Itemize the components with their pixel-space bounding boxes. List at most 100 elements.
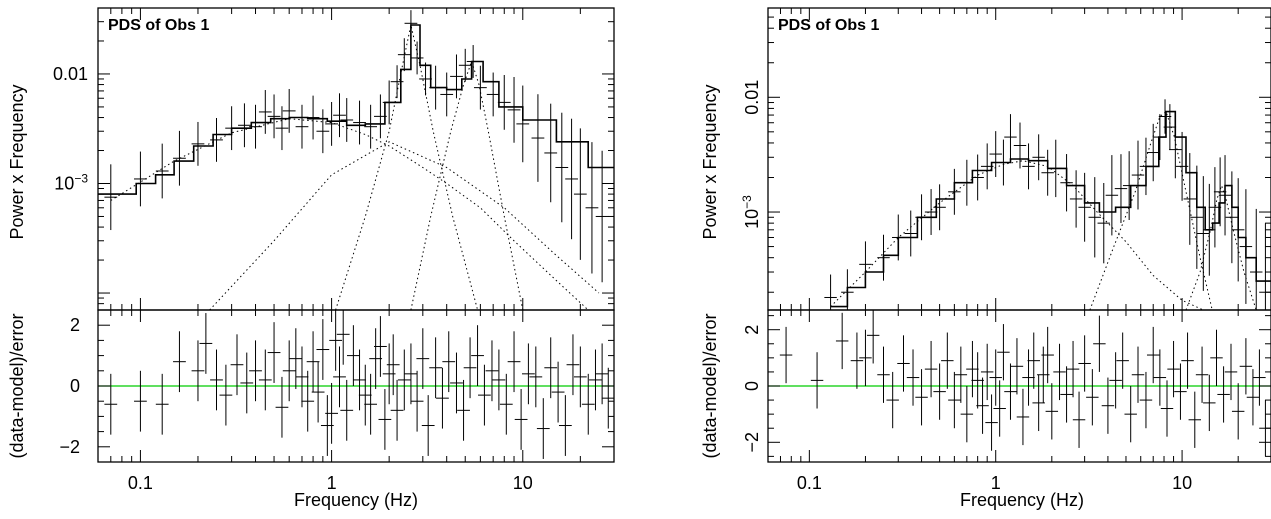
right-data-point-24 <box>1078 172 1091 242</box>
right-data-point-33 <box>1153 114 1167 161</box>
right-residual-47 <box>1139 371 1153 429</box>
right-residual-16 <box>954 346 968 403</box>
left-data-point-26 <box>404 10 418 37</box>
right-residual-14 <box>941 332 954 389</box>
right-residual-15 <box>948 371 961 429</box>
left-data-point-29 <box>429 65 443 110</box>
left-data-point-33 <box>466 45 480 78</box>
left-residual-31 <box>364 373 378 435</box>
left-residual-48 <box>463 337 477 399</box>
left-data-point-1 <box>104 164 118 231</box>
right-bottom-ytick-label-3: −2 <box>742 432 762 453</box>
right-top-ytick-label-exp: −3 <box>740 195 754 209</box>
left-data-point-21 <box>364 104 378 149</box>
right-data-point-28 <box>1114 154 1128 224</box>
right-data-point-1 <box>824 274 837 310</box>
left-residual-13 <box>267 322 281 383</box>
left-xtick-label-3: 10 <box>513 473 533 493</box>
right-residual-55 <box>1195 346 1209 403</box>
right-residual-36 <box>1060 366 1073 423</box>
left-residual-33 <box>374 316 387 377</box>
right-residual-60 <box>1231 383 1245 440</box>
right-data-point-23 <box>1069 170 1083 228</box>
right-top-ylabel: Power x Frequency <box>700 84 720 239</box>
left-residual-56 <box>522 343 535 405</box>
right-model-component-2 <box>1089 110 1213 310</box>
right-residual-19 <box>971 352 984 409</box>
right-residual-49 <box>1153 349 1167 406</box>
left-data-point-16 <box>316 109 330 154</box>
right-data-point-20 <box>1041 149 1054 196</box>
left-residual-6 <box>199 313 213 374</box>
right-residual-10 <box>906 349 920 406</box>
left-residual-52 <box>492 349 506 411</box>
right-residual-56 <box>1203 374 1216 432</box>
left-xtick-label-1: 0.1 <box>128 473 153 493</box>
left-data-point-44 <box>585 142 599 274</box>
right-bottom-ytick-label-1: 2 <box>742 325 762 335</box>
right-data-point-9 <box>933 184 946 231</box>
left-residual-3 <box>155 373 169 435</box>
right-residual-40 <box>1086 369 1099 426</box>
left-bottom-ytick-label-2: 0 <box>70 376 80 396</box>
left-residual-40 <box>410 370 424 432</box>
right-residual-48 <box>1146 326 1160 384</box>
right-data-point-16 <box>1004 114 1017 161</box>
left-residual-51 <box>485 340 499 402</box>
left-xlabel: Frequency (Hz) <box>294 490 418 510</box>
right-residual-29 <box>1022 349 1035 406</box>
right-data-point-47 <box>1239 189 1253 304</box>
right-residual-17 <box>960 386 974 443</box>
left-residual-4 <box>173 331 186 393</box>
left-data-point-41 <box>555 112 569 223</box>
right-residual-6 <box>866 310 880 364</box>
left-data-point-34 <box>473 65 487 110</box>
right-bottom-ylabel: (data-model)/error <box>700 313 720 458</box>
left-residual-41 <box>416 328 430 390</box>
left-data-point-8 <box>238 103 251 148</box>
right-data-point-2 <box>841 269 854 310</box>
left-residual-7 <box>210 349 223 411</box>
left-residual-58 <box>536 398 550 459</box>
left-residual-65 <box>589 349 602 411</box>
right-residual-9 <box>897 335 910 392</box>
right-residual-62 <box>1246 369 1260 426</box>
left-residual-55 <box>514 389 528 450</box>
right-bottom-ytick-label-2: 0 <box>742 381 762 391</box>
right-residual-22 <box>985 394 998 451</box>
left-top-ytick-label-base: 10 <box>54 173 74 193</box>
left-residual-16 <box>289 328 303 390</box>
right-xtick-label-2: 1 <box>991 473 1001 493</box>
left-residual-11 <box>249 340 262 402</box>
right-data-point-37 <box>1175 131 1189 201</box>
left-residual-59 <box>544 337 558 399</box>
left-residual-10 <box>240 352 254 414</box>
right-residual-7 <box>877 346 890 403</box>
right-residual-8 <box>886 371 899 429</box>
left-data-point-9 <box>249 104 262 149</box>
right-data-point-18 <box>1022 143 1035 190</box>
left-bottom-ytick-label-1: 2 <box>70 315 80 335</box>
left-residual-57 <box>529 346 543 408</box>
right-data-point-31 <box>1139 137 1153 196</box>
right-residual-5 <box>859 329 872 386</box>
left-residual-60 <box>551 361 565 423</box>
left-data-point-2 <box>134 151 147 207</box>
left-data-point-23 <box>382 80 396 125</box>
right-residual-42 <box>1101 377 1115 434</box>
left-top-ytick-label-exp: −3 <box>74 171 88 185</box>
right-residual-25 <box>997 324 1010 381</box>
left-chart: Power x Frequency (data-model)/error Fre… <box>7 7 615 510</box>
left-top-plot-area <box>98 10 614 310</box>
right-data-point-12 <box>971 154 984 201</box>
right-data-point-29 <box>1122 151 1136 221</box>
left-top-ytick-label-2: 10−3 <box>54 171 88 193</box>
left-data-point-31 <box>450 54 463 99</box>
right-chart: Power x Frequency (data-model)/error Fre… <box>700 7 1271 510</box>
left-bottom-ylabel: (data-model)/error <box>7 313 27 458</box>
right-data-point-3 <box>859 241 872 288</box>
left-model-component-1 <box>209 141 600 310</box>
left-data-point-35 <box>486 72 500 117</box>
right-residual-18 <box>966 340 979 398</box>
left-residual-46 <box>450 352 463 414</box>
